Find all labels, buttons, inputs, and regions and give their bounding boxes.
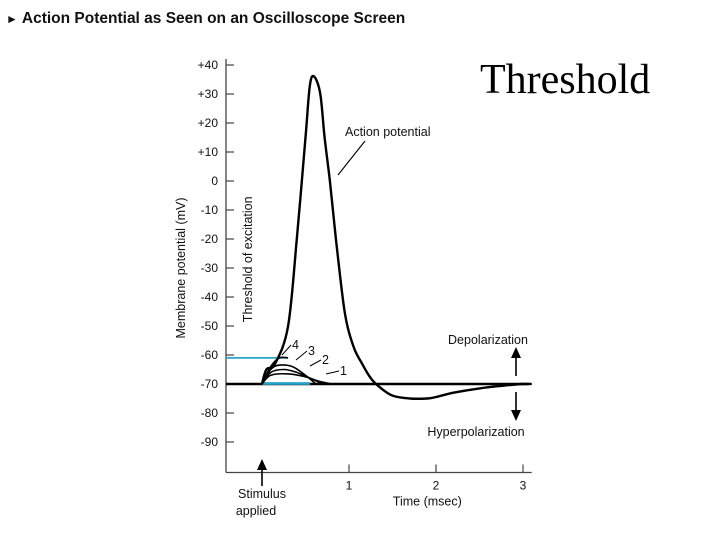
x-tick-label: 1 <box>346 479 353 493</box>
y-tick-label: -20 <box>201 232 219 246</box>
threshold-overlay-text: Threshold <box>480 57 651 103</box>
action-potential-label: Action potential <box>345 125 430 139</box>
tick-marks: +40 +30 +20 +10 0 -10 -20 -30 -40 -50 -60 -70 -80 -90… <box>198 58 527 493</box>
series-lines <box>226 74 532 400</box>
x-tick-label: 3 <box>520 479 527 493</box>
y-tick-label: +20 <box>198 116 219 130</box>
action-potential-curve <box>260 74 532 400</box>
title-text: Action Potential as Seen on an Oscillosc… <box>21 10 406 27</box>
curve-label-2: 2 <box>322 353 329 367</box>
depolarization-arrow-head <box>511 347 521 358</box>
curve-leader-2 <box>309 359 322 367</box>
y-tick-label: +10 <box>198 145 219 159</box>
y-tick-label: +40 <box>198 58 219 72</box>
x-axis-label: Time (msec) <box>393 495 462 509</box>
hyperpolarization-arrow-head <box>511 410 521 421</box>
threshold-excitation-label: Threshold of excitation <box>241 196 255 322</box>
curve-label-3: 3 <box>308 344 315 358</box>
depolarization-label: Depolarization <box>448 333 528 347</box>
action-potential-leader <box>337 140 366 176</box>
play-triangle-icon: ► <box>6 12 18 26</box>
y-axis-label: Membrane potential (mV) <box>174 197 188 338</box>
y-tick-label: 0 <box>211 174 218 188</box>
chart-axes: Membrane potential (mV) Time (msec) <box>174 59 532 509</box>
y-tick-label: -70 <box>201 377 219 391</box>
hyperpolarization-label: Hyperpolarization <box>427 425 524 439</box>
y-tick-label: -60 <box>201 348 219 362</box>
y-tick-label: -80 <box>201 406 219 420</box>
y-tick-label: -50 <box>201 319 219 333</box>
stimulus-label: Stimulus <box>238 487 286 501</box>
y-tick-label: -30 <box>201 261 219 275</box>
curve-label-4: 4 <box>292 338 299 352</box>
y-tick-label: +30 <box>198 87 219 101</box>
stimulus-applied-label: applied <box>236 504 276 518</box>
stimulus-arrow-head <box>257 459 267 470</box>
y-tick-label: -90 <box>201 435 219 449</box>
y-tick-label: -10 <box>201 203 219 217</box>
subthreshold-curve-1 <box>261 372 332 385</box>
curve-label-1: 1 <box>340 364 347 378</box>
curve-leader-3 <box>295 350 308 361</box>
x-tick-label: 2 <box>433 479 440 493</box>
curve-leader-4 <box>281 344 292 356</box>
page-title: ► Action Potential as Seen on an Oscillos… <box>6 10 405 28</box>
y-tick-label: -40 <box>201 290 219 304</box>
curve-leader-1 <box>325 370 340 375</box>
